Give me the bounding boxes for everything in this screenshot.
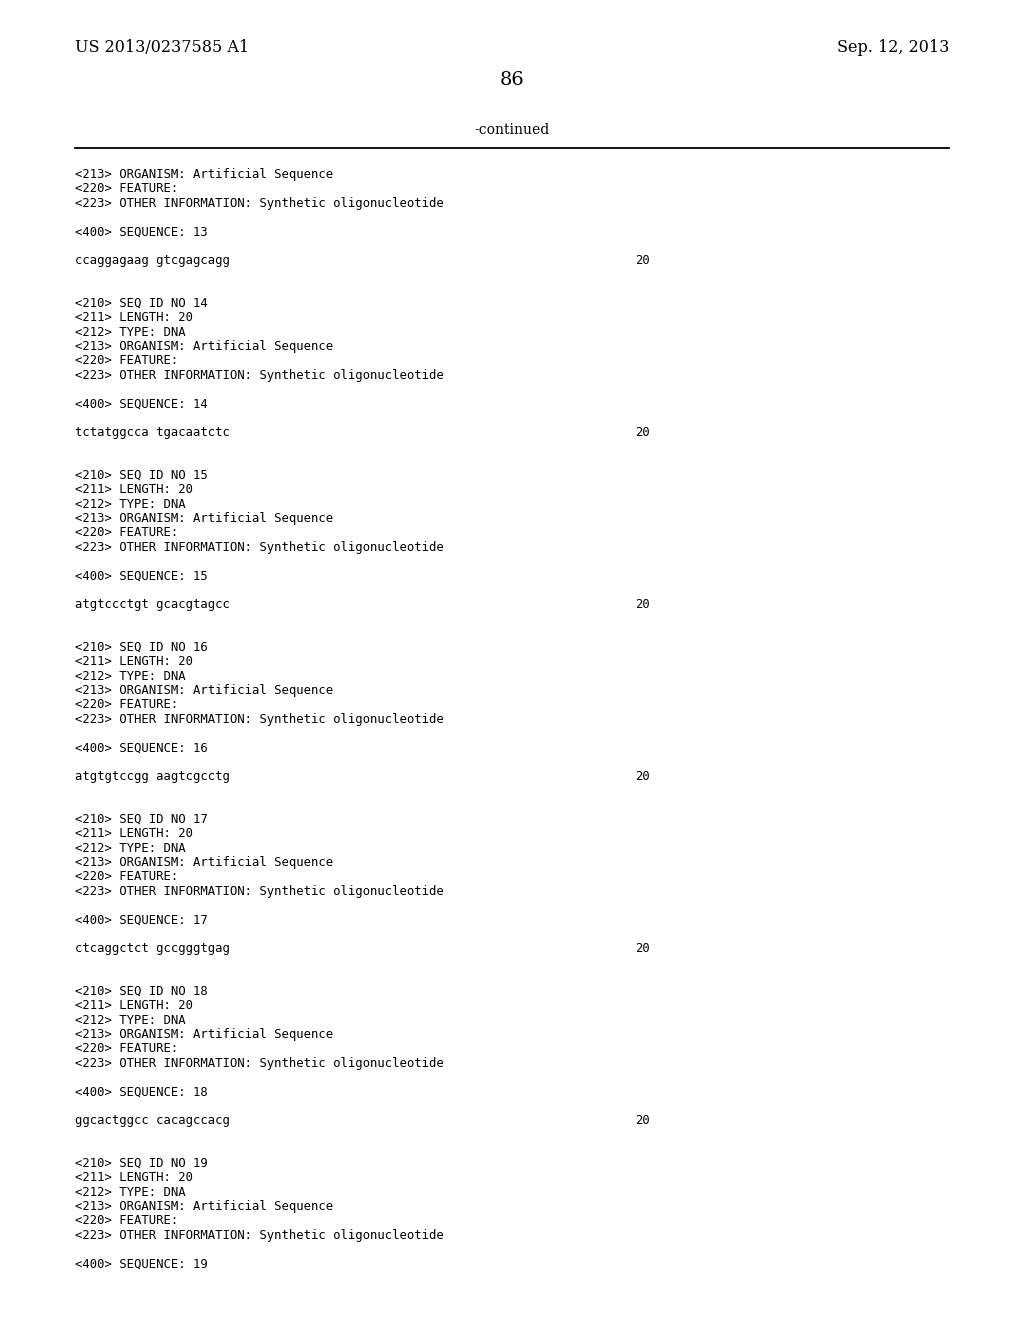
Text: <220> FEATURE:: <220> FEATURE:	[75, 1214, 178, 1228]
Text: <213> ORGANISM: Artificial Sequence: <213> ORGANISM: Artificial Sequence	[75, 1028, 333, 1041]
Text: <211> LENGTH: 20: <211> LENGTH: 20	[75, 828, 193, 840]
Text: -continued: -continued	[474, 123, 550, 137]
Text: <223> OTHER INFORMATION: Synthetic oligonucleotide: <223> OTHER INFORMATION: Synthetic oligo…	[75, 541, 443, 554]
Text: 20: 20	[635, 770, 650, 783]
Text: US 2013/0237585 A1: US 2013/0237585 A1	[75, 40, 249, 57]
Text: <212> TYPE: DNA: <212> TYPE: DNA	[75, 669, 185, 682]
Text: <400> SEQUENCE: 17: <400> SEQUENCE: 17	[75, 913, 208, 927]
Text: <220> FEATURE:: <220> FEATURE:	[75, 182, 178, 195]
Text: <213> ORGANISM: Artificial Sequence: <213> ORGANISM: Artificial Sequence	[75, 855, 333, 869]
Text: <211> LENGTH: 20: <211> LENGTH: 20	[75, 483, 193, 496]
Text: <223> OTHER INFORMATION: Synthetic oligonucleotide: <223> OTHER INFORMATION: Synthetic oligo…	[75, 197, 443, 210]
Text: <211> LENGTH: 20: <211> LENGTH: 20	[75, 999, 193, 1012]
Text: atgtccctgt gcacgtagcc: atgtccctgt gcacgtagcc	[75, 598, 229, 611]
Text: <212> TYPE: DNA: <212> TYPE: DNA	[75, 842, 185, 854]
Text: <223> OTHER INFORMATION: Synthetic oligonucleotide: <223> OTHER INFORMATION: Synthetic oligo…	[75, 884, 443, 898]
Text: <220> FEATURE:: <220> FEATURE:	[75, 355, 178, 367]
Text: <210> SEQ ID NO 16: <210> SEQ ID NO 16	[75, 640, 208, 653]
Text: <220> FEATURE:: <220> FEATURE:	[75, 698, 178, 711]
Text: <212> TYPE: DNA: <212> TYPE: DNA	[75, 1185, 185, 1199]
Text: <400> SEQUENCE: 16: <400> SEQUENCE: 16	[75, 742, 208, 755]
Text: Sep. 12, 2013: Sep. 12, 2013	[837, 40, 949, 57]
Text: <220> FEATURE:: <220> FEATURE:	[75, 870, 178, 883]
Text: <210> SEQ ID NO 19: <210> SEQ ID NO 19	[75, 1156, 208, 1170]
Text: <220> FEATURE:: <220> FEATURE:	[75, 527, 178, 540]
Text: <213> ORGANISM: Artificial Sequence: <213> ORGANISM: Artificial Sequence	[75, 168, 333, 181]
Text: ggcactggcc cacagccacg: ggcactggcc cacagccacg	[75, 1114, 229, 1127]
Text: <212> TYPE: DNA: <212> TYPE: DNA	[75, 1014, 185, 1027]
Text: 86: 86	[500, 71, 524, 88]
Text: <210> SEQ ID NO 15: <210> SEQ ID NO 15	[75, 469, 208, 482]
Text: <400> SEQUENCE: 14: <400> SEQUENCE: 14	[75, 397, 208, 411]
Text: 20: 20	[635, 426, 650, 440]
Text: <211> LENGTH: 20: <211> LENGTH: 20	[75, 312, 193, 323]
Text: <400> SEQUENCE: 18: <400> SEQUENCE: 18	[75, 1085, 208, 1098]
Text: <213> ORGANISM: Artificial Sequence: <213> ORGANISM: Artificial Sequence	[75, 512, 333, 525]
Text: <223> OTHER INFORMATION: Synthetic oligonucleotide: <223> OTHER INFORMATION: Synthetic oligo…	[75, 1229, 443, 1242]
Text: <400> SEQUENCE: 13: <400> SEQUENCE: 13	[75, 226, 208, 239]
Text: 20: 20	[635, 253, 650, 267]
Text: <213> ORGANISM: Artificial Sequence: <213> ORGANISM: Artificial Sequence	[75, 1200, 333, 1213]
Text: <210> SEQ ID NO 14: <210> SEQ ID NO 14	[75, 297, 208, 309]
Text: <212> TYPE: DNA: <212> TYPE: DNA	[75, 498, 185, 511]
Text: <400> SEQUENCE: 19: <400> SEQUENCE: 19	[75, 1258, 208, 1270]
Text: <210> SEQ ID NO 17: <210> SEQ ID NO 17	[75, 813, 208, 825]
Text: tctatggcca tgacaatctc: tctatggcca tgacaatctc	[75, 426, 229, 440]
Text: 20: 20	[635, 1114, 650, 1127]
Text: <213> ORGANISM: Artificial Sequence: <213> ORGANISM: Artificial Sequence	[75, 684, 333, 697]
Text: 20: 20	[635, 598, 650, 611]
Text: <220> FEATURE:: <220> FEATURE:	[75, 1043, 178, 1056]
Text: ccaggagaag gtcgagcagg: ccaggagaag gtcgagcagg	[75, 253, 229, 267]
Text: <223> OTHER INFORMATION: Synthetic oligonucleotide: <223> OTHER INFORMATION: Synthetic oligo…	[75, 370, 443, 381]
Text: <223> OTHER INFORMATION: Synthetic oligonucleotide: <223> OTHER INFORMATION: Synthetic oligo…	[75, 1057, 443, 1071]
Text: <213> ORGANISM: Artificial Sequence: <213> ORGANISM: Artificial Sequence	[75, 341, 333, 352]
Text: <212> TYPE: DNA: <212> TYPE: DNA	[75, 326, 185, 338]
Text: <211> LENGTH: 20: <211> LENGTH: 20	[75, 655, 193, 668]
Text: <210> SEQ ID NO 18: <210> SEQ ID NO 18	[75, 985, 208, 998]
Text: <400> SEQUENCE: 15: <400> SEQUENCE: 15	[75, 569, 208, 582]
Text: <211> LENGTH: 20: <211> LENGTH: 20	[75, 1171, 193, 1184]
Text: 20: 20	[635, 942, 650, 954]
Text: atgtgtccgg aagtcgcctg: atgtgtccgg aagtcgcctg	[75, 770, 229, 783]
Text: <223> OTHER INFORMATION: Synthetic oligonucleotide: <223> OTHER INFORMATION: Synthetic oligo…	[75, 713, 443, 726]
Text: ctcaggctct gccgggtgag: ctcaggctct gccgggtgag	[75, 942, 229, 954]
